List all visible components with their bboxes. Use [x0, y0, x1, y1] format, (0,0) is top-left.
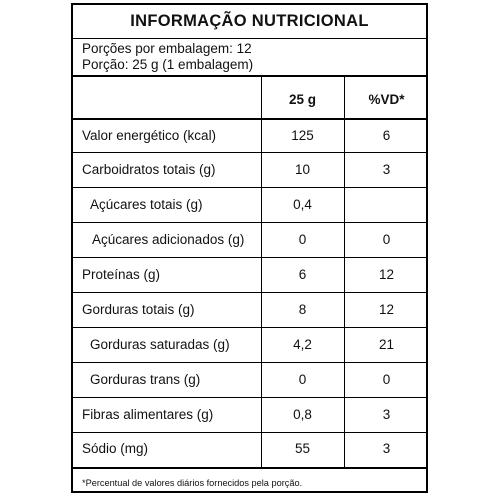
header-vd: %VD* — [368, 92, 405, 107]
table-row-vd: 3 — [382, 407, 391, 422]
table-row-vd: 0 — [382, 372, 391, 387]
table-row-label: Açúcares adicionados (g) — [92, 232, 245, 247]
table-row-vd: 12 — [378, 302, 395, 317]
table-row-vd: 3 — [382, 441, 391, 456]
table-bottom-divider — [73, 467, 426, 469]
nutrition-facts-panel: INFORMAÇÃO NUTRICIONAL Porções por embal… — [71, 3, 428, 493]
table-row-amount: 4,2 — [293, 337, 312, 352]
table-row-label: Gorduras totais (g) — [82, 302, 195, 317]
row-divider — [73, 257, 426, 258]
row-divider — [73, 397, 426, 398]
table-row-amount: 0 — [298, 372, 307, 387]
row-divider — [73, 152, 426, 153]
panel-title: INFORMAÇÃO NUTRICIONAL — [73, 5, 426, 39]
portions-per-package: Porções por embalagem: 12 — [82, 41, 252, 56]
row-divider — [73, 362, 426, 363]
table-row-label: Proteínas (g) — [82, 267, 161, 282]
table-row-amount: 55 — [294, 441, 311, 456]
table-row-amount: 125 — [291, 128, 314, 143]
row-divider — [73, 187, 426, 188]
row-divider — [73, 327, 426, 328]
row-divider — [73, 432, 426, 433]
footnote: *Percentual de valores diários fornecido… — [82, 478, 303, 488]
row-divider — [73, 292, 426, 293]
table-row-label: Valor energético (kcal) — [82, 128, 217, 143]
header-amount: 25 g — [288, 92, 316, 107]
table-row-label: Carboidratos totais (g) — [82, 162, 216, 177]
header-bottom-divider — [73, 118, 426, 120]
portion-size: Porção: 25 g (1 embalagem) — [82, 57, 254, 72]
row-divider — [73, 222, 426, 223]
column-divider-vd — [344, 75, 345, 467]
table-row-amount: 0,8 — [293, 407, 312, 422]
table-row-amount: 6 — [298, 267, 307, 282]
table-row-amount: 0 — [298, 232, 307, 247]
table-row-label: Açúcares totais (g) — [90, 197, 203, 212]
table-row-label: Gorduras trans (g) — [90, 372, 201, 387]
portion-info: Porções por embalagem: 12 Porção: 25 g (… — [82, 41, 253, 73]
table-row-label: Sódio (mg) — [82, 441, 149, 456]
table-row-vd: 21 — [378, 337, 395, 352]
table-row-vd — [345, 195, 428, 215]
header-top-divider — [73, 75, 426, 77]
table-row-vd: 6 — [382, 128, 391, 143]
table-row-label: Gorduras saturadas (g) — [90, 337, 230, 352]
table-row-amount: 10 — [294, 162, 311, 177]
table-row-vd: 0 — [382, 232, 391, 247]
column-divider-amount — [261, 75, 262, 467]
table-row-amount: 0,4 — [293, 197, 312, 212]
table-row-amount: 8 — [298, 302, 307, 317]
table-row-label: Fibras alimentares (g) — [82, 407, 214, 422]
table-row-vd: 12 — [378, 267, 395, 282]
table-row-vd: 3 — [382, 162, 391, 177]
